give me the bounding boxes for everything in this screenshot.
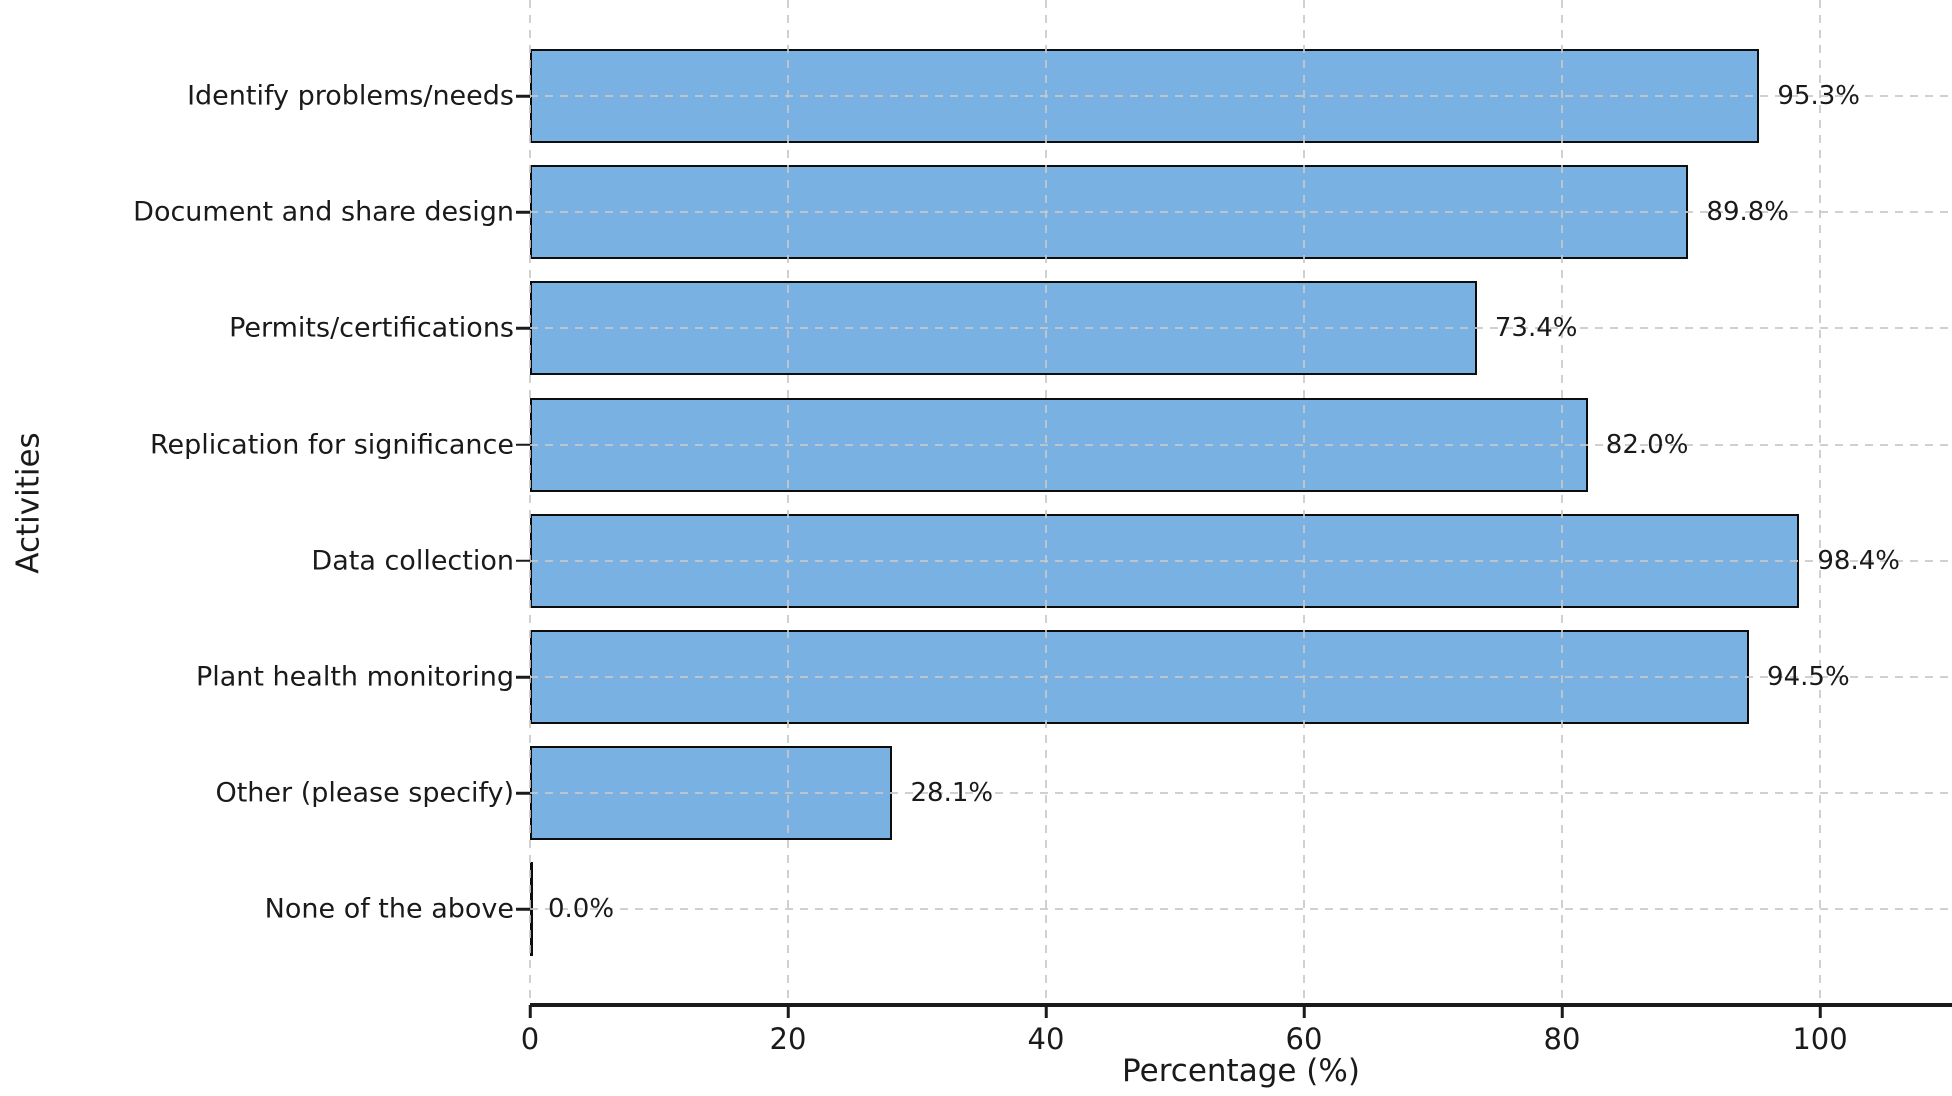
value-label-0: 95.3% (1777, 81, 1860, 111)
category-label-7: None of the above (264, 893, 514, 925)
x-axis-label: Percentage (%) (1122, 1053, 1360, 1089)
y-gridline-3 (530, 443, 1952, 446)
y-gridline-7 (530, 908, 1952, 911)
category-label-1: Document and share design (133, 196, 514, 228)
y-tick-mark-2 (516, 327, 530, 330)
x-tick-label-20: 20 (769, 1022, 807, 1056)
value-label-4: 98.4% (1817, 545, 1900, 576)
x-tick-mark-80 (1560, 1005, 1564, 1018)
category-label-2: Permits/certifications (229, 312, 514, 344)
x-gridline-20 (787, 0, 789, 1005)
y-gridline-5 (530, 676, 1952, 678)
y-tick-mark-3 (516, 443, 530, 446)
y-tick-mark-6 (516, 791, 530, 795)
value-label-2: 73.4% (1494, 313, 1578, 344)
y-gridline-0 (530, 95, 1952, 97)
category-label-3: Replication for significance (150, 429, 514, 461)
x-gridline-100 (1819, 0, 1821, 1005)
y-tick-mark-1 (516, 210, 530, 214)
x-gridline-80 (1561, 0, 1563, 1005)
x-tick-label-40: 40 (1027, 1022, 1065, 1056)
y-gridline-1 (530, 211, 1952, 214)
x-tick-label-100: 100 (1792, 1022, 1848, 1056)
plot-area: 95.3% 89.8% 73.4% 82.0% 98.4% 94.5% 28.1% 0.0% (529, 0, 1952, 1005)
category-label-6: Other (please specify) (215, 777, 514, 809)
x-gridline-60 (1303, 0, 1305, 1005)
value-label-1: 89.8% (1706, 197, 1790, 228)
x-tick-label-0: 0 (520, 1022, 540, 1056)
y-tick-mark-5 (516, 675, 530, 679)
x-tick-label-60: 60 (1285, 1022, 1323, 1056)
value-label-5: 94.5% (1767, 662, 1850, 692)
y-gridline-2 (530, 327, 1952, 330)
x-tick-mark-40 (1044, 1005, 1048, 1018)
x-gridline-0 (529, 0, 531, 1005)
x-tick-mark-60 (1302, 1005, 1306, 1018)
x-axis-line (530, 1003, 1952, 1007)
category-label-0: Identify problems/needs (187, 80, 514, 112)
value-label-3: 82.0% (1605, 429, 1689, 460)
y-tick-mark-7 (516, 908, 530, 911)
x-tick-label-80: 80 (1543, 1022, 1581, 1056)
x-tick-mark-100 (1818, 1005, 1822, 1018)
value-label-7: 0.0% (548, 894, 615, 925)
y-gridline-6 (530, 792, 1952, 795)
x-gridline-40 (1045, 0, 1047, 1005)
y-gridline-4 (530, 559, 1952, 562)
y-axis-label-container: Activities (0, 0, 58, 1005)
value-label-6: 28.1% (910, 778, 994, 809)
x-tick-mark-0 (528, 1005, 532, 1018)
y-tick-mark-4 (516, 559, 530, 563)
y-axis-label: Activities (11, 431, 47, 574)
x-tick-mark-20 (786, 1005, 790, 1018)
y-tick-mark-0 (516, 94, 530, 98)
category-label-4: Data collection (311, 545, 514, 577)
category-label-5: Plant health monitoring (195, 661, 514, 693)
